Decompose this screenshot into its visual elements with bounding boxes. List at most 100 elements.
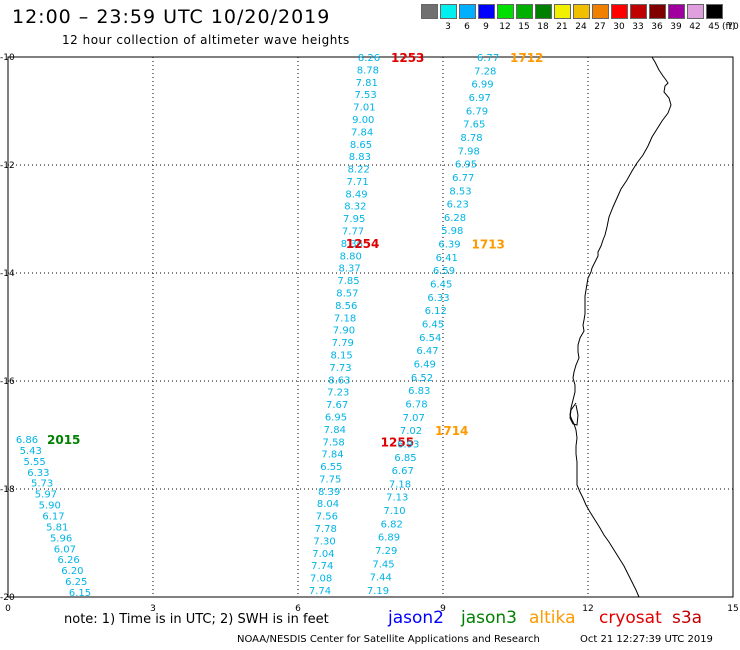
generated-timestamp: Oct 21 12:27:39 UTC 2019 [580, 634, 713, 645]
scale-label: 27 [594, 22, 606, 32]
swh-value: 6.82 [381, 519, 403, 530]
scale-swatch [554, 4, 571, 19]
swh-value: 7.95 [343, 214, 365, 225]
scale-label: 15 [518, 22, 530, 32]
swh-value: 7.74 [311, 561, 333, 572]
scale-label: 45 [708, 22, 720, 32]
scale-label: 70 [727, 22, 739, 32]
map-subtitle: 12 hour collection of altimeter wave hei… [62, 33, 350, 47]
swh-value: 7.67 [326, 400, 348, 411]
swh-value: 7.81 [356, 78, 378, 89]
swh-value: 5.55 [23, 457, 45, 468]
swh-value: 6.33 [27, 468, 49, 479]
swh-value: 8.15 [331, 350, 353, 361]
scale-label: 33 [632, 22, 644, 32]
swh-value: 8.49 [345, 189, 367, 200]
y-tick-label: -20 [0, 593, 15, 603]
scale-swatch [573, 4, 590, 19]
coastline [569, 56, 672, 598]
y-tick-label: -14 [0, 269, 15, 279]
scale-label: 24 [575, 22, 587, 32]
scale-label: 18 [537, 22, 549, 32]
swh-value: 7.13 [386, 493, 408, 504]
legend-jason3: jason3 [461, 608, 517, 628]
map-frame [7, 56, 734, 598]
swh-value: 7.45 [372, 559, 394, 570]
swh-value: 6.55 [320, 462, 342, 473]
swh-value: 8.53 [449, 186, 471, 197]
scale-label: 6 [464, 22, 470, 32]
swh-value: 6.78 [405, 399, 427, 410]
legend-altika: altika [529, 608, 576, 628]
x-tick-label: 12 [582, 604, 593, 614]
swh-value: 8.65 [350, 140, 372, 151]
scale-swatch [649, 4, 666, 19]
scale-swatch [459, 4, 476, 19]
y-tick-label: -12 [0, 161, 15, 171]
swh-value: 5.96 [50, 533, 72, 544]
swh-value: 8.63 [328, 375, 350, 386]
scale-unit-label: (ft) [722, 22, 736, 32]
swh-value: 7.84 [324, 425, 346, 436]
swh-value: 6.41 [436, 253, 458, 264]
swh-value: 6.17 [42, 512, 64, 523]
x-tick-label: 15 [727, 604, 738, 614]
swh-value: 7.29 [375, 546, 397, 557]
swh-value: 7.75 [319, 474, 341, 485]
pass-time-label: 1714 [435, 424, 468, 438]
x-tick-label: 9 [440, 604, 446, 614]
swh-value: 8.78 [357, 65, 379, 76]
swh-value: 6.54 [419, 333, 441, 344]
swh-value: 8.37 [338, 264, 360, 275]
swh-value: 7.28 [474, 66, 496, 77]
swh-value: 7.71 [346, 177, 368, 188]
swh-value: 7.10 [383, 506, 405, 517]
pass-time-label: 2015 [47, 433, 80, 447]
scale-swatch [630, 4, 647, 19]
scale-label: 30 [613, 22, 625, 32]
swh-value: 7.18 [334, 313, 356, 324]
swh-value: 6.45 [430, 280, 452, 291]
swh-value: 7.98 [458, 146, 480, 157]
swh-value: 7.84 [351, 127, 373, 138]
swh-value: 5.81 [46, 522, 68, 533]
swh-value: 6.49 [414, 359, 436, 370]
swh-value: 6.15 [69, 588, 91, 599]
scale-swatch [611, 4, 628, 19]
swh-value: 8.36 [341, 239, 363, 250]
credit-line: NOAA/NESDIS Center for Satellite Applica… [237, 634, 540, 645]
swh-value: 8.57 [336, 289, 358, 300]
scale-swatch [497, 4, 514, 19]
swh-value: 7.18 [389, 479, 411, 490]
map-grid [8, 57, 733, 597]
swh-value: 8.32 [344, 202, 366, 213]
footnote: note: 1) Time is in UTC; 2) SWH is in fe… [64, 612, 329, 627]
swh-value: 7.23 [327, 388, 349, 399]
swh-value: 6.12 [425, 306, 447, 317]
swh-value: 7.78 [315, 524, 337, 535]
swh-value: 6.85 [394, 453, 416, 464]
swh-value: 7.44 [370, 573, 392, 584]
pass-time-label: 1255 [381, 435, 414, 449]
swh-value: 6.79 [466, 106, 488, 117]
swh-value: 8.04 [317, 499, 339, 510]
swh-value: 5.90 [39, 501, 61, 512]
swh-value: 7.58 [323, 437, 345, 448]
swh-value: 6.20 [61, 566, 83, 577]
swh-value: 6.97 [469, 93, 491, 104]
swh-value: 6.67 [392, 466, 414, 477]
pass-time-label: 1713 [472, 238, 505, 252]
swh-value: 6.47 [416, 346, 438, 357]
swh-value: 6.33 [427, 293, 449, 304]
swh-value: 6.23 [447, 200, 469, 211]
swh-value: 7.01 [353, 103, 375, 114]
scale-label: 39 [670, 22, 682, 32]
swh-value: 6.95 [455, 160, 477, 171]
x-tick-label: 0 [5, 604, 11, 614]
swh-value: 5.73 [31, 479, 53, 490]
legend-s3a: s3a [672, 608, 703, 628]
swh-value: 6.39 [438, 240, 460, 251]
swh-value: 9.00 [352, 115, 374, 126]
swh-value: 6.83 [408, 386, 430, 397]
